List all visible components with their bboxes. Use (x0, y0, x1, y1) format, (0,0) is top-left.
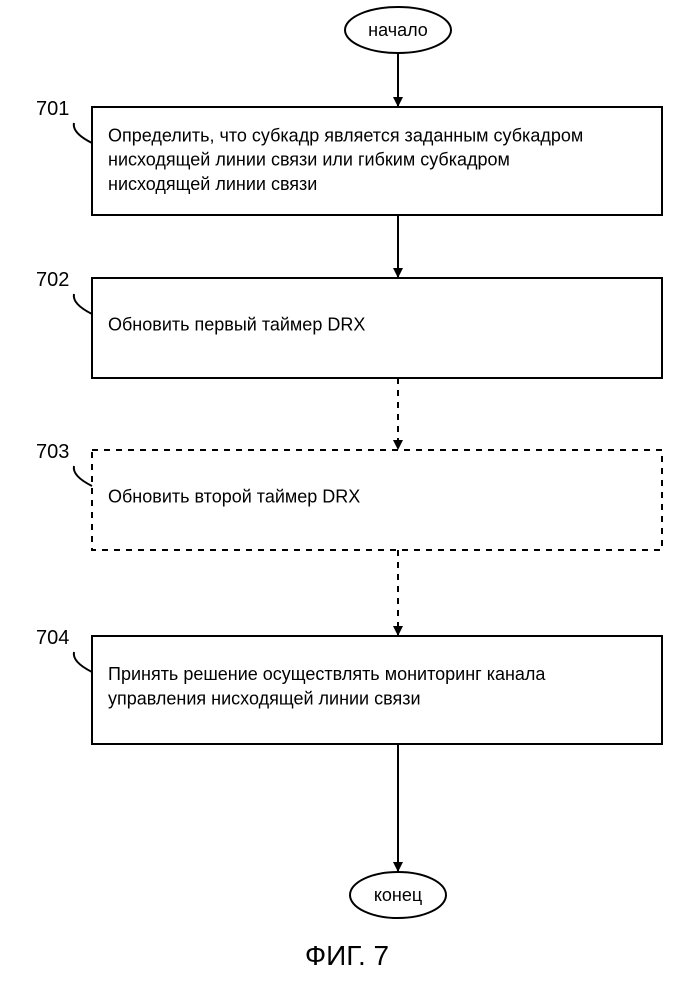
flow-step-1-text: Определить, что субкадр является заданны… (108, 125, 583, 145)
step-label-702: 702 (36, 269, 69, 291)
flow-step-4-text: Принять решение осуществлять мониторинг … (108, 664, 546, 684)
step-label-703: 703 (36, 441, 69, 463)
step-label-704: 704 (36, 627, 69, 649)
terminal-start-label: начало (368, 20, 428, 40)
step-label-701: 701 (36, 98, 69, 120)
terminal-end-label: конец (374, 885, 422, 905)
flow-step-1-text: нисходящей линии связи или гибким субкад… (108, 150, 510, 170)
flow-step-2-text: Обновить первый таймер DRX (108, 314, 365, 334)
flow-step-3-text: Обновить второй таймер DRX (108, 486, 360, 506)
flow-step-1-text: нисходящей линии связи (108, 174, 317, 194)
flow-step-4-text: управления нисходящей линии связи (108, 688, 421, 708)
figure-caption: ФИГ. 7 (305, 940, 389, 971)
